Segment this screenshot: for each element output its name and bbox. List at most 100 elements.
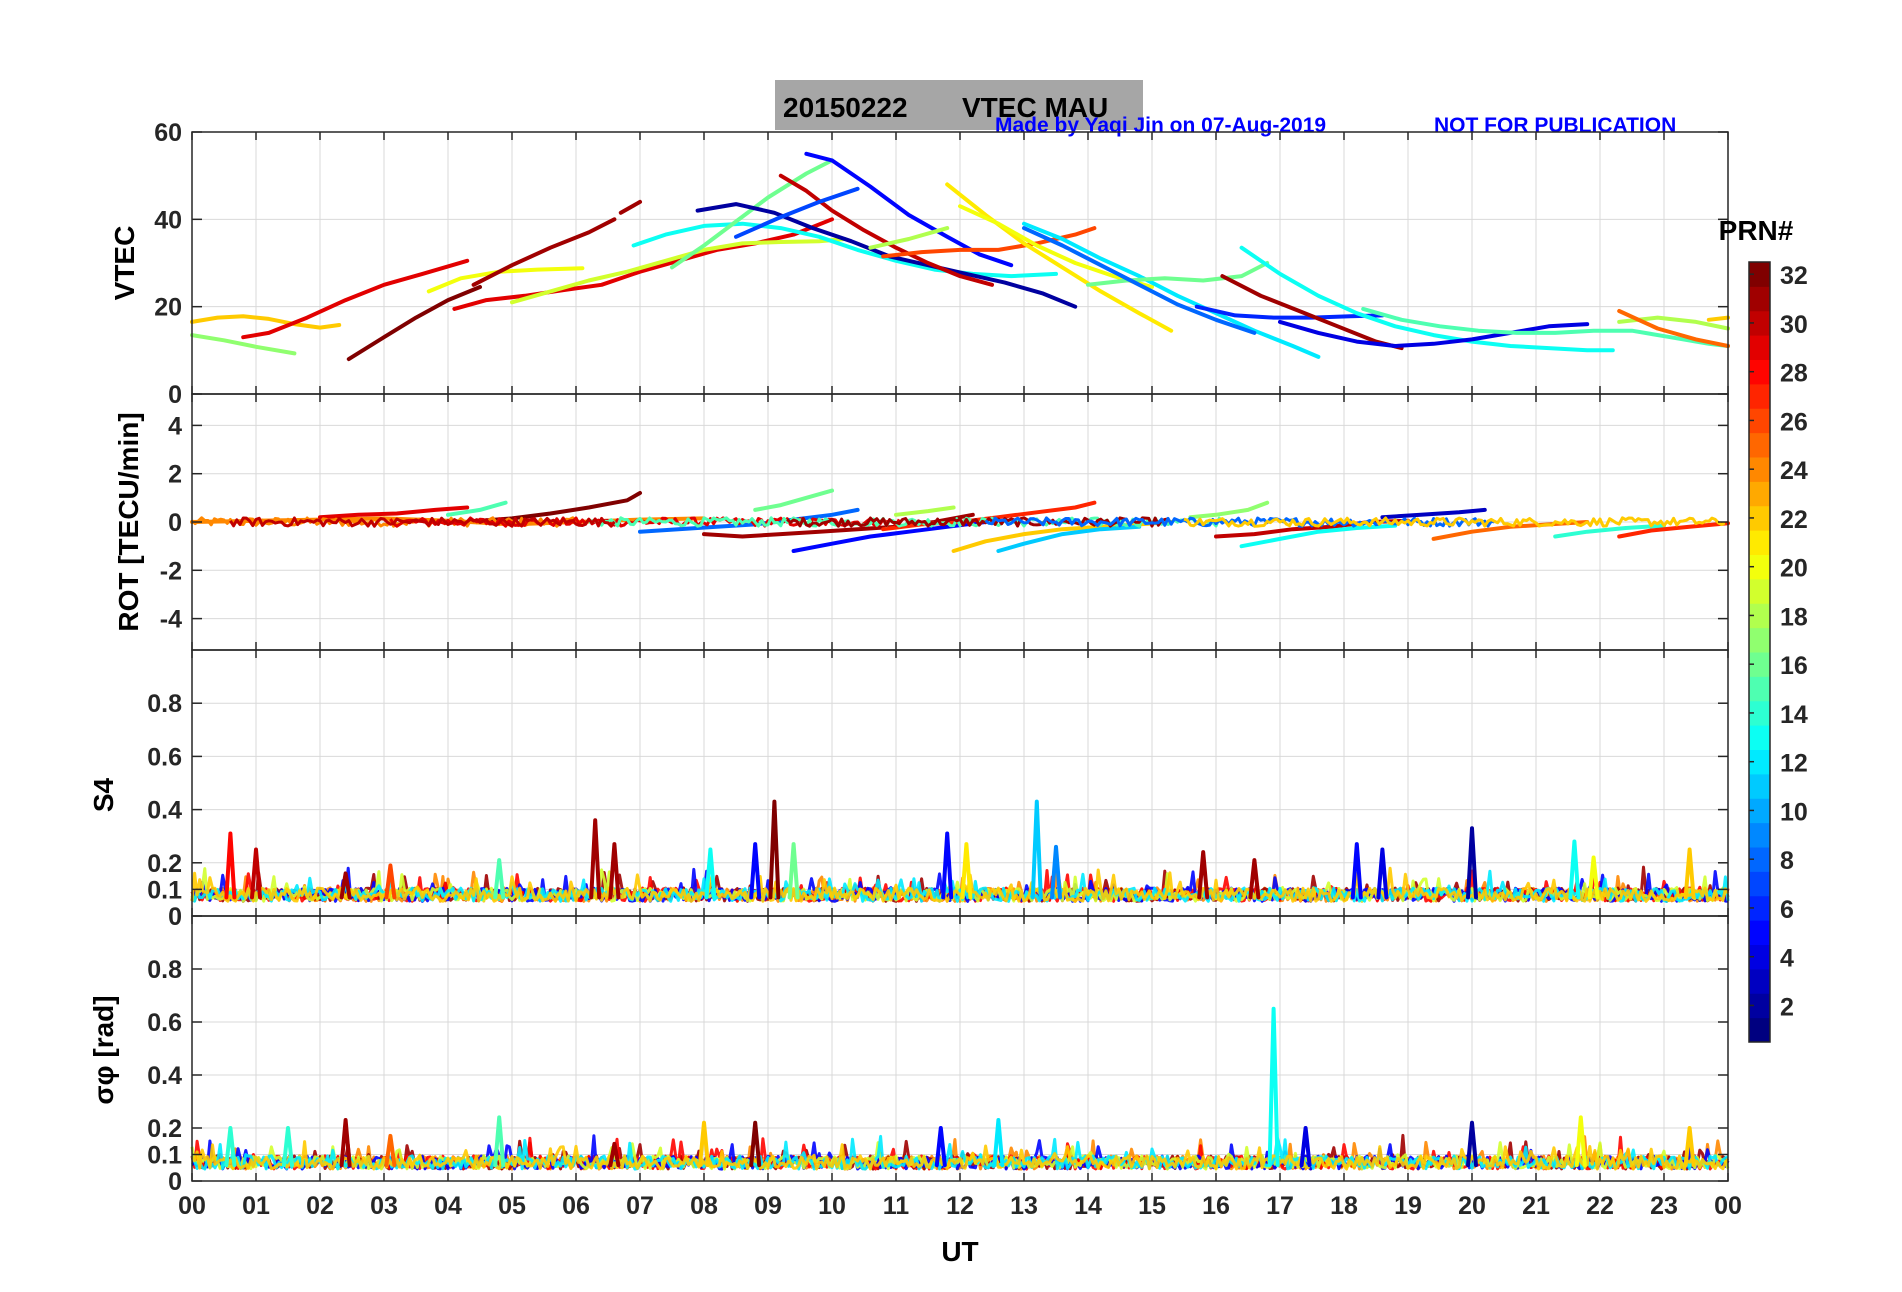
colorbar-tick-label: 24 bbox=[1780, 457, 1808, 485]
sigma-phi-ticks: 00.10.2 0.4 0.6 0.8 bbox=[147, 916, 1729, 1196]
s4-spike-prn-31 bbox=[1248, 858, 1261, 900]
s4-spike-prn-22 bbox=[1683, 847, 1696, 900]
vtec-series-prn-7 bbox=[734, 186, 860, 239]
rot-series-prn-18 bbox=[894, 505, 956, 517]
colorbar-segment-prn-11 bbox=[1749, 773, 1770, 799]
colorbar-segment-prn-19 bbox=[1749, 578, 1770, 604]
colorbar-tick-label: 6 bbox=[1780, 896, 1794, 924]
rot-series-prn-14 bbox=[1553, 523, 1666, 539]
s4-series bbox=[190, 799, 1730, 903]
s4-spike-prn-2 bbox=[1466, 826, 1478, 900]
vtec-series-prn-13 bbox=[1239, 245, 1615, 353]
x-tick-label: 21 bbox=[1522, 1192, 1550, 1220]
colorbar-segment-prn-29 bbox=[1749, 335, 1770, 360]
vtec-series-prn-30 bbox=[778, 173, 994, 287]
s4-ytick-label: 0 bbox=[168, 903, 182, 931]
s4-spike-prn-26 bbox=[384, 863, 397, 900]
vtec-ytick-label: 0 bbox=[168, 381, 182, 409]
s4-spike-prn-5 bbox=[749, 842, 762, 900]
sigma-phi-ytick-label: 0.2 bbox=[147, 1115, 182, 1143]
colorbar-tick-label: 8 bbox=[1780, 847, 1794, 875]
sigma-phi-ytick-label: 0 bbox=[168, 1168, 182, 1196]
rot-ytick-label: -2 bbox=[160, 557, 182, 585]
s4-spike-prn-13 bbox=[704, 847, 717, 900]
vtec-series-prn-26 bbox=[881, 226, 1097, 259]
colorbar-tick-label: 18 bbox=[1780, 603, 1808, 631]
vtec-series-prn-13 bbox=[631, 221, 1058, 279]
s4-trace-prn-12 bbox=[190, 869, 1730, 903]
sigma-phi-spike-prn-13 bbox=[1267, 1006, 1280, 1168]
colorbar-segment-prn-17 bbox=[1749, 627, 1770, 653]
vtec-series-prn-29 bbox=[241, 258, 470, 340]
rot-series-prn-30 bbox=[1214, 518, 1410, 539]
title-date: 20150222 bbox=[783, 92, 908, 123]
colorbar-segment-prn-21 bbox=[1749, 530, 1770, 555]
s4-trace-prn-22 bbox=[190, 866, 1730, 903]
vtec-series bbox=[190, 151, 1730, 362]
vtec-series-prn-16 bbox=[1086, 261, 1270, 287]
colorbar-tick-label: 2 bbox=[1780, 993, 1794, 1021]
vtec-series-prn-22 bbox=[1706, 315, 1730, 322]
colorbar-segment-prn-30 bbox=[1749, 310, 1770, 336]
rot-noise-prn-30 bbox=[229, 516, 616, 528]
sigma-phi-spike-prn-31 bbox=[339, 1118, 352, 1168]
s4-spike-prn-20 bbox=[1587, 855, 1600, 900]
colorbar-segment-prn-9 bbox=[1749, 822, 1770, 848]
x-axis-ticks: 00 01 02 03 04 05 06 07 08 09 10 11 12 13 14 15 16 17 18 19… bbox=[178, 1192, 1742, 1220]
x-tick-label: 12 bbox=[946, 1192, 974, 1220]
x-tick-label: 03 bbox=[370, 1192, 398, 1220]
colorbar-segment-prn-28 bbox=[1749, 359, 1770, 385]
s4-spike-prn-15 bbox=[493, 858, 506, 900]
vtec-series-prn-8 bbox=[1022, 226, 1257, 335]
vtec-series-prn-18 bbox=[868, 226, 950, 250]
colorbar-segment-prn-5 bbox=[1749, 920, 1770, 945]
sigma-phi-spike-prn-2 bbox=[1466, 1120, 1478, 1168]
rot-ytick-label: -4 bbox=[160, 606, 182, 634]
colorbar-segment-prn-7 bbox=[1749, 871, 1770, 897]
colorbar-segment-prn-10 bbox=[1749, 798, 1770, 824]
sigma-phi-spike-prn-25 bbox=[384, 1133, 397, 1168]
vtec-series-prn-32 bbox=[346, 285, 482, 362]
colorbar-tick-label: 14 bbox=[1780, 701, 1808, 729]
sigma-phi-ytick-label: 0.4 bbox=[147, 1062, 182, 1090]
sigma-phi-spike-prn-22 bbox=[698, 1120, 710, 1168]
rot-series-prn-17 bbox=[1188, 500, 1270, 520]
colorbar-tick-label: 16 bbox=[1780, 652, 1808, 680]
s4-ytick-label: 0.2 bbox=[147, 850, 182, 878]
x-tick-label: 06 bbox=[562, 1192, 590, 1220]
x-tick-label: 01 bbox=[242, 1192, 270, 1220]
vtec-grid bbox=[192, 131, 1728, 395]
vtec-series-prn-15 bbox=[1361, 306, 1730, 348]
rot-series bbox=[190, 488, 1730, 553]
colorbar-segments bbox=[1749, 262, 1770, 1043]
rot-series-prn-15 bbox=[446, 500, 508, 517]
x-tick-label: 10 bbox=[818, 1192, 846, 1220]
colorbar-segment-prn-31 bbox=[1749, 286, 1770, 312]
x-tick-label: 08 bbox=[690, 1192, 718, 1220]
x-tick-label: 16 bbox=[1202, 1192, 1230, 1220]
s4-panel: 00.10.2 0.4 0.6 0.8 S4 bbox=[88, 649, 1730, 931]
sigma-phi-ytick-label: 0.6 bbox=[147, 1009, 182, 1037]
sigma-phi-spike-prn-4 bbox=[1299, 1126, 1312, 1168]
sigma-phi-trace-prn-22 bbox=[190, 1140, 1730, 1171]
s4-spike-prn-5 bbox=[941, 831, 954, 900]
s4-spike-prn-9 bbox=[1050, 844, 1062, 900]
colorbar-segment-prn-15 bbox=[1749, 676, 1770, 702]
x-tick-label: 02 bbox=[306, 1192, 334, 1220]
x-tick-label: 13 bbox=[1010, 1192, 1038, 1220]
sigma-phi-ylabel: σφ [rad] bbox=[88, 995, 119, 1104]
x-axis-label: UT bbox=[941, 1236, 978, 1267]
s4-ytick-label: 0.6 bbox=[147, 743, 182, 771]
rot-series-prn-27 bbox=[881, 500, 1097, 532]
s4-spike-prn-31 bbox=[589, 818, 602, 900]
s4-spike-prn-31 bbox=[1197, 850, 1210, 900]
sigma-phi-spike-prn-15 bbox=[493, 1115, 506, 1168]
rot-noise-prn-22 bbox=[1183, 516, 1726, 528]
sigma-phi-spike-prn-12 bbox=[992, 1118, 1005, 1168]
title-label: VTEC MAU bbox=[962, 92, 1108, 123]
colorbar-segment-prn-32 bbox=[1749, 262, 1770, 287]
rot-series-prn-11 bbox=[996, 524, 1142, 553]
s4-spike-prn-5 bbox=[1350, 842, 1363, 900]
